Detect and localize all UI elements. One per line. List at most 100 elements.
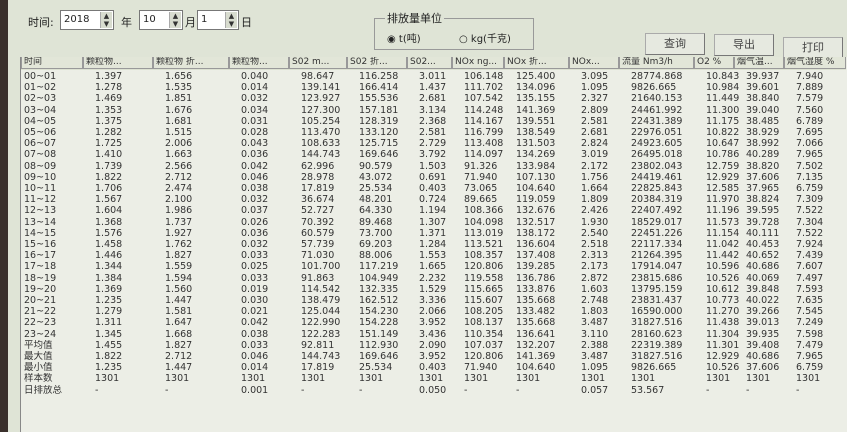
column-header[interactable]: 烟气温... <box>734 57 784 69</box>
table-cell: 132.676 <box>516 205 556 217</box>
table-row[interactable]: 01~02 1.278 1.535 0.014 139.141 166.414 1.437 1… <box>21 82 846 93</box>
column-header[interactable]: 颗粒物... <box>83 57 153 69</box>
table-row[interactable]: 平均值 1.455 1.827 0.033 92.811 112.930 2.090 107.… <box>21 340 846 351</box>
table-row[interactable]: 06~07 1.725 2.006 0.043 108.633 125.715 2.729 1… <box>21 138 846 149</box>
table-row[interactable]: 13~14 1.368 1.737 0.026 70.392 89.468 1.307 104… <box>21 217 846 228</box>
table-cell: 108.205 <box>464 306 504 318</box>
table-cell: 0.038 <box>241 328 269 340</box>
table-cell: 138.549 <box>516 127 556 138</box>
table-row[interactable]: 22~23 1.311 1.647 0.042 122.990 154.228 3.952 1… <box>21 317 846 328</box>
table-cell: 136.641 <box>516 328 556 340</box>
table-cell: 3.436 <box>419 328 447 340</box>
table-cell: 24419.461 <box>631 171 683 183</box>
table-row[interactable]: 23~24 1.345 1.668 0.038 122.283 151.149 3.436 1… <box>21 329 846 340</box>
row-label: 07~08 <box>24 149 57 161</box>
column-header[interactable]: 流量 Nm3/h <box>619 57 694 69</box>
row-label: 05~06 <box>24 127 57 138</box>
table-row[interactable]: 02~03 1.469 1.851 0.032 123.927 155.536 2.681 1… <box>21 93 846 104</box>
table-cell: 3.095 <box>581 71 609 82</box>
year-spinner[interactable]: 2018 ▲ ▼ <box>60 10 114 30</box>
table-row[interactable]: 03~04 1.353 1.676 0.034 127.300 157.181 3.134 1… <box>21 105 846 116</box>
table-cell: 11.300 <box>706 104 740 116</box>
table-cell: 155.536 <box>359 93 399 105</box>
time-label: 时间: <box>28 16 54 29</box>
table-row[interactable]: 12~13 1.604 1.986 0.037 52.727 64.330 1.194 108… <box>21 205 846 216</box>
spin-arrows-icon[interactable]: ▲ ▼ <box>225 12 237 28</box>
spin-arrows-icon[interactable]: ▲ ▼ <box>100 12 112 28</box>
table-cell: 73.700 <box>359 227 393 239</box>
table-row[interactable]: 10~11 1.706 2.474 0.038 17.819 25.534 0.403 73.… <box>21 183 846 194</box>
table-cell: 6.759 <box>796 183 824 194</box>
table-cell: 1.603 <box>581 283 609 295</box>
table-row[interactable]: 样本数 1301 1301 1301 1301 1301 1301 1301 1301 1301 1… <box>21 373 846 384</box>
table-cell: 108.633 <box>301 138 341 150</box>
table-cell: 1.397 <box>95 71 123 82</box>
table-cell: 1301 <box>516 373 541 385</box>
column-header[interactable]: NOx ng... <box>452 57 504 69</box>
column-header[interactable]: 烟气湿度 % <box>784 57 846 69</box>
table-row[interactable]: 16~17 1.446 1.827 0.033 71.030 88.006 1.553 108… <box>21 250 846 261</box>
table-row[interactable]: 20~21 1.235 1.447 0.030 138.479 162.512 3.336 1… <box>21 295 846 306</box>
table-row[interactable]: 05~06 1.282 1.515 0.028 113.470 133.120 2.581 1… <box>21 127 846 138</box>
table-cell: 2.173 <box>581 261 609 273</box>
column-header[interactable]: 颗粒物... <box>229 57 289 69</box>
table-row[interactable]: 00~01 1.397 1.656 0.040 98.647 116.258 3.011 10… <box>21 71 846 82</box>
table-row[interactable]: 15~16 1.458 1.762 0.032 57.739 69.203 1.284 113… <box>21 239 846 250</box>
column-header[interactable]: S02 m... <box>289 57 347 69</box>
table-row[interactable]: 最小值 1.235 1.447 0.014 17.819 25.534 0.403 71.94… <box>21 362 846 373</box>
table-cell: 113.470 <box>301 127 341 138</box>
table-cell: 7.593 <box>796 283 824 295</box>
table-cell: 128.319 <box>359 115 399 127</box>
table-cell: 38.485 <box>746 115 780 127</box>
radio-kg[interactable]: ○ kg(千克) <box>459 34 511 45</box>
day-spinner[interactable]: 1 ▲ ▼ <box>197 10 239 30</box>
column-header[interactable]: 颗粒物 折... <box>153 57 229 69</box>
radio-ton[interactable]: ◉ t(吨) <box>387 34 421 45</box>
table-row[interactable]: 17~18 1.344 1.559 0.025 101.700 117.219 1.665 1… <box>21 261 846 272</box>
table-cell: 40.111 <box>746 227 780 239</box>
table-cell: 28160.623 <box>631 328 683 340</box>
column-header[interactable]: NOx... <box>569 57 619 69</box>
table-cell: 1.665 <box>419 261 447 273</box>
table-cell: 11.154 <box>706 227 740 239</box>
table-cell: 151.149 <box>359 328 399 340</box>
table-cell: 131.503 <box>516 138 556 150</box>
column-header[interactable]: 时间 <box>21 57 83 69</box>
table-cell: 1301 <box>464 373 489 385</box>
print-button[interactable]: 打印 <box>783 37 843 59</box>
table-cell: 23831.437 <box>631 295 683 306</box>
table-cell: 135.155 <box>516 93 556 105</box>
table-cell: 119.059 <box>516 194 556 206</box>
spin-arrows-icon[interactable]: ▲ ▼ <box>169 12 181 28</box>
table-row[interactable]: 18~19 1.384 1.594 0.033 91.863 104.949 2.232 11… <box>21 273 846 284</box>
table-cell: 23802.043 <box>631 160 683 172</box>
table-row[interactable]: 14~15 1.576 1.927 0.036 60.579 73.700 1.371 113… <box>21 228 846 239</box>
table-cell: 11.301 <box>706 339 740 351</box>
export-button[interactable]: 导出 <box>714 34 774 56</box>
table-cell: 1301 <box>359 373 384 385</box>
table-cell: 104.098 <box>464 216 504 228</box>
table-cell: 114.167 <box>464 115 504 127</box>
month-spinner[interactable]: 10 ▲ ▼ <box>139 10 183 30</box>
table-row[interactable]: 日排放总 - - 0.001 - - 0.050 - - 0.057 53.567 - - - <box>21 385 846 396</box>
table-cell: 1.737 <box>165 216 193 228</box>
table-cell: 116.799 <box>464 127 504 138</box>
query-button[interactable]: 查询 <box>645 33 705 55</box>
column-header[interactable]: S02... <box>407 57 452 69</box>
table-row[interactable]: 最大值 1.822 2.712 0.046 144.743 169.646 3.952 120… <box>21 351 846 362</box>
table-row[interactable]: 21~22 1.279 1.581 0.021 125.044 154.230 2.066 1… <box>21 306 846 317</box>
table-row[interactable]: 11~12 1.567 2.100 0.032 36.674 48.201 0.724 89.… <box>21 194 846 205</box>
column-header[interactable]: O2 % <box>694 57 734 69</box>
data-table[interactable]: 时间 颗粒物... 颗粒物 折... 颗粒物... S02 m... S02 折... S0… <box>20 57 847 432</box>
column-header[interactable]: S02 折... <box>347 57 407 69</box>
table-row[interactable]: 19~20 1.369 1.560 0.019 114.542 132.335 1.529 1… <box>21 284 846 295</box>
table-row[interactable]: 09~10 1.822 2.712 0.046 28.978 43.072 0.691 71.… <box>21 172 846 183</box>
table-row[interactable]: 08~09 1.739 2.566 0.042 62.996 90.579 1.503 91.… <box>21 161 846 172</box>
table-cell: 2.232 <box>419 272 447 284</box>
table-row[interactable]: 04~05 1.375 1.681 0.031 105.254 128.319 2.368 1… <box>21 116 846 127</box>
table-cell: 113.521 <box>464 239 504 250</box>
table-cell: 91.326 <box>464 160 498 172</box>
column-header[interactable]: NOx 折... <box>504 57 569 69</box>
table-row[interactable]: 07~08 1.410 1.663 0.036 144.743 169.646 3.792 1… <box>21 149 846 160</box>
table-cell: 11.270 <box>706 306 740 318</box>
